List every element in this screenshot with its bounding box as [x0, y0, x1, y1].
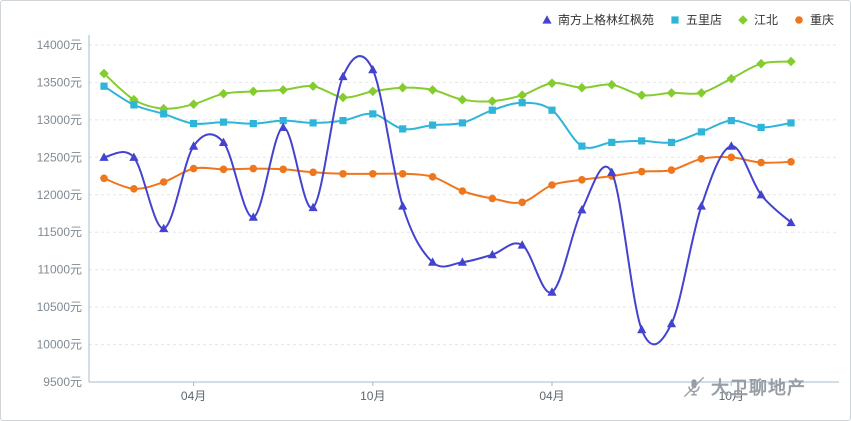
series-markers-wulidian — [100, 82, 795, 150]
axes — [88, 35, 839, 383]
x-axis-label: 10月 — [360, 389, 385, 403]
y-axis-label: 12000元 — [37, 188, 82, 202]
legend-label: 重庆 — [809, 13, 834, 27]
series-wulidian — [100, 82, 795, 150]
legend-item-nanfang-shanggelin[interactable]: 南方上格林红枫苑 — [541, 14, 654, 26]
series-markers-chongqing — [100, 153, 795, 207]
legend-label: 五里店 — [685, 13, 722, 27]
y-axis-label: 9500元 — [43, 375, 82, 389]
series-chongqing — [100, 153, 795, 207]
circle-marker-icon — [793, 14, 805, 26]
y-axis-label: 10000元 — [37, 338, 82, 352]
legend-label: 南方上格林红枫苑 — [557, 13, 654, 27]
square-marker-icon — [669, 14, 681, 26]
legend: 南方上格林红枫苑 五里店 江北 重庆 — [541, 14, 834, 26]
y-axis-label: 12500元 — [37, 150, 82, 164]
y-axis-label: 10500元 — [37, 300, 82, 314]
series-line-jiangbei — [103, 60, 792, 110]
triangle-marker-icon — [541, 14, 553, 26]
y-axis-label: 11500元 — [38, 225, 82, 239]
legend-item-jiangbei[interactable]: 江北 — [737, 14, 778, 26]
watermark-text: 大卫聊地产 — [711, 378, 806, 398]
legend-item-chongqing[interactable]: 重庆 — [793, 14, 834, 26]
series-jiangbei — [99, 56, 796, 114]
x-axis-labels: 04月 10月 04月 10月 — [181, 382, 744, 403]
y-axis-label: 13500元 — [37, 75, 82, 89]
series-line-chongqing — [103, 155, 792, 204]
y-axis-label: 11000元 — [38, 263, 82, 277]
y-axis-label: 14000元 — [37, 38, 82, 52]
legend-label: 江北 — [753, 13, 778, 27]
diamond-marker-icon — [737, 14, 749, 26]
y-axis-labels: 9500元 10000元 10500元 11000元 11500元 12000元 12500… — [37, 38, 82, 389]
y-axis-label: 13000元 — [37, 113, 82, 127]
series-markers-nanfang-shanggelin — [99, 64, 796, 334]
watermark: 大卫聊地产 — [683, 374, 806, 400]
legend-item-wulidian[interactable]: 五里店 — [669, 14, 722, 26]
x-axis-label: 04月 — [181, 389, 206, 403]
series-nanfang-shanggelin — [99, 55, 796, 346]
x-axis-label: 04月 — [539, 389, 564, 403]
gridlines — [89, 44, 839, 346]
x-axis-label: 10月 — [719, 389, 744, 403]
microphone-icon — [683, 376, 705, 398]
series-markers-jiangbei — [99, 56, 796, 114]
